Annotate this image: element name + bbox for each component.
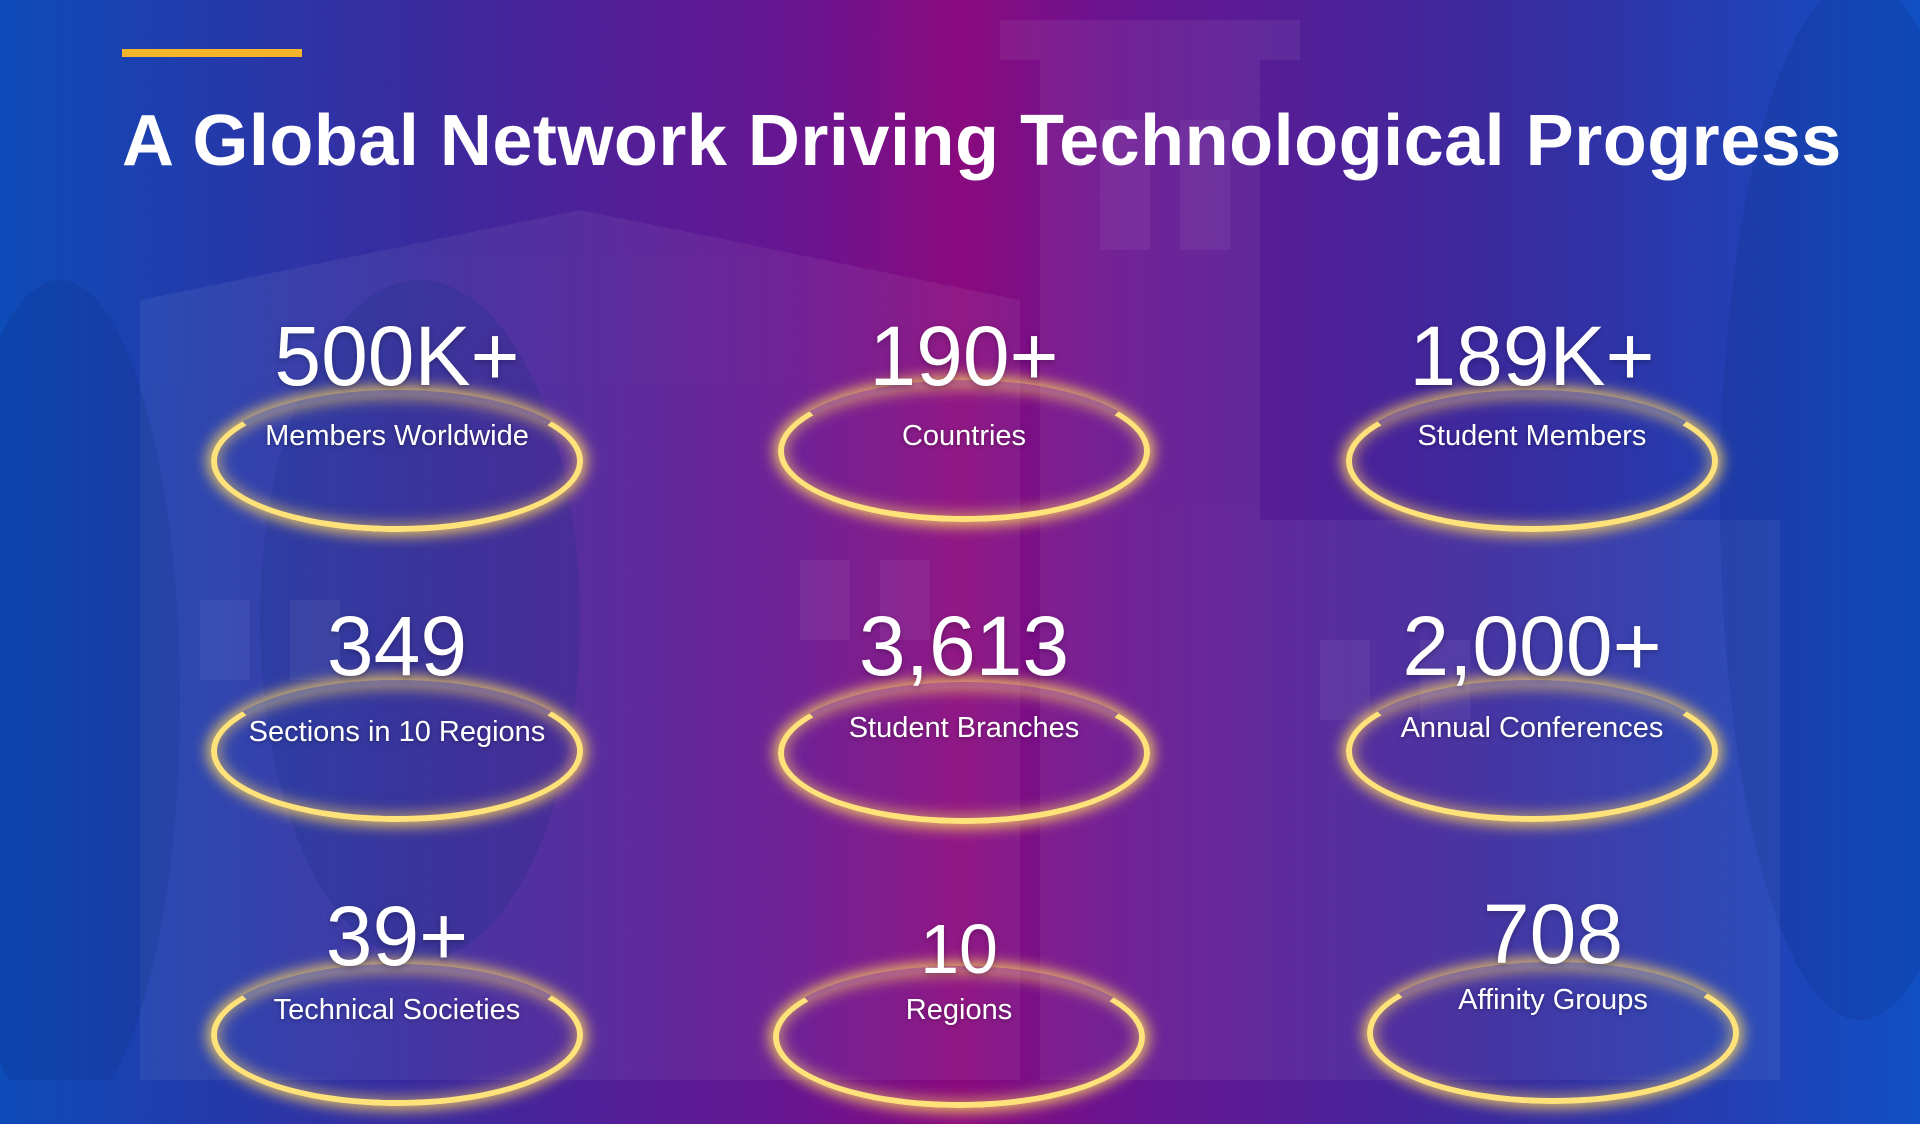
stat-value: 10 xyxy=(920,910,998,988)
stat-value: 39+ xyxy=(325,889,469,983)
stat-countries: 190+ Countries xyxy=(734,300,1194,540)
stat-value: 190+ xyxy=(869,309,1059,403)
stat-members-worldwide: 500K+ Members Worldwide xyxy=(167,300,627,540)
glow-ring xyxy=(778,380,1150,522)
stat-value: 500K+ xyxy=(274,309,520,403)
stat-label: Student Members xyxy=(1417,420,1647,452)
stat-label: Regions xyxy=(905,994,1013,1026)
page-title: A Global Network Driving Technological P… xyxy=(122,101,1842,181)
stat-affinity-groups: 708 Affinity Groups xyxy=(1323,884,1783,1124)
accent-bar xyxy=(122,49,302,57)
stat-value: 349 xyxy=(326,599,468,693)
glow-ring xyxy=(1346,390,1718,532)
glow-ring xyxy=(211,680,583,822)
stat-value: 189K+ xyxy=(1409,309,1655,403)
stat-value: 2,000+ xyxy=(1402,599,1662,693)
stat-label: Countries xyxy=(901,420,1027,452)
stat-regions: 10 Regions xyxy=(729,884,1189,1124)
stat-label: Affinity Groups xyxy=(1458,984,1648,1016)
stat-student-members: 189K+ Student Members xyxy=(1302,300,1762,540)
stat-label: Technical Societies xyxy=(273,994,521,1026)
glow-ring xyxy=(211,390,583,532)
stat-sections: 349 Sections in 10 Regions xyxy=(167,592,627,832)
stat-label: Annual Conferences xyxy=(1400,712,1664,744)
stat-value: 3,613 xyxy=(858,599,1070,693)
glow-ring xyxy=(778,682,1150,824)
stat-label: Sections in 10 Regions xyxy=(248,716,546,748)
stat-label: Members Worldwide xyxy=(265,420,529,452)
stat-label: Student Branches xyxy=(848,712,1080,744)
glow-ring xyxy=(1346,680,1718,822)
glow-ring xyxy=(211,964,583,1106)
stat-student-branches: 3,613 Student Branches xyxy=(734,592,1194,832)
stat-technical-societies: 39+ Technical Societies xyxy=(167,884,627,1124)
stat-annual-conferences: 2,000+ Annual Conferences xyxy=(1302,592,1762,832)
stat-value: 708 xyxy=(1482,887,1624,981)
